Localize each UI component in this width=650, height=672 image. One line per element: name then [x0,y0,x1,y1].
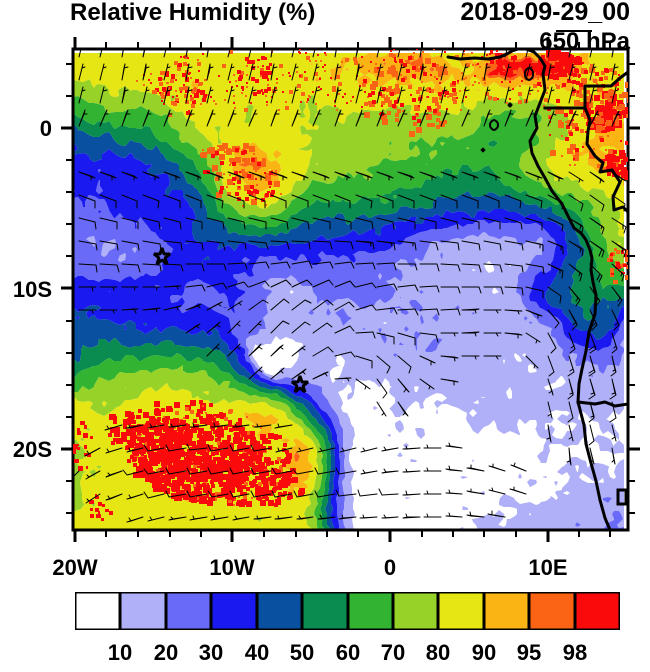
svg-text:80: 80 [426,640,450,665]
svg-text:20: 20 [154,640,178,665]
svg-text:2018-09-29_00: 2018-09-29_00 [460,0,630,26]
svg-text:98: 98 [563,640,587,665]
svg-text:50: 50 [290,640,314,665]
svg-text:20W: 20W [52,555,97,580]
svg-text:0: 0 [384,555,396,580]
svg-text:20S: 20S [13,437,52,462]
svg-text:Relative Humidity (%): Relative Humidity (%) [70,0,315,26]
svg-text:10E: 10E [528,555,567,580]
svg-text:10: 10 [108,640,132,665]
svg-text:70: 70 [381,640,405,665]
svg-text:60: 60 [336,640,360,665]
svg-text:40: 40 [245,640,269,665]
svg-text:30: 30 [199,640,223,665]
svg-text:650 hPa: 650 hPa [539,28,630,55]
svg-text:0: 0 [40,116,52,141]
svg-text:95: 95 [517,640,541,665]
svg-text:10W: 10W [209,555,254,580]
svg-text:10S: 10S [13,277,52,302]
svg-text:90: 90 [472,640,496,665]
